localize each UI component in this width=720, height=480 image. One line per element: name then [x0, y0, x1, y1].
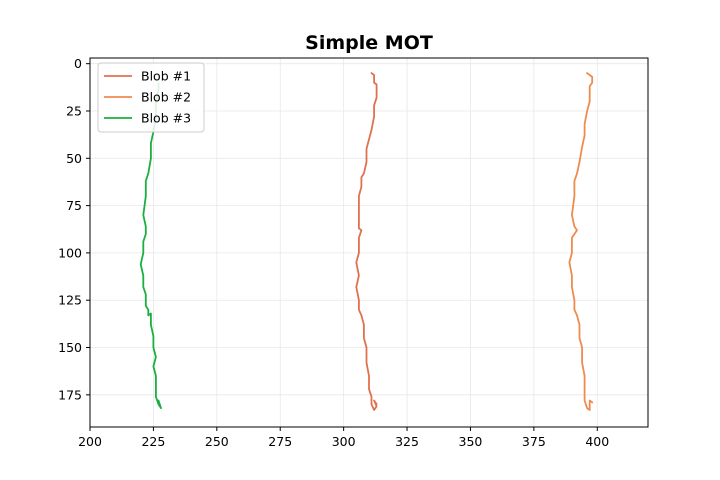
x-axis: 200 225 250 275 300 325 350 375 400 [78, 427, 609, 449]
y-tick-label: 150 [58, 340, 82, 355]
chart-title: Simple MOT [305, 32, 433, 54]
legend-label-3: Blob #3 [141, 111, 191, 126]
y-tick-label: 75 [66, 198, 82, 213]
y-tick-label: 25 [66, 103, 82, 118]
series-line-2 [568, 72, 594, 411]
y-tick-label: 125 [58, 293, 82, 308]
x-tick-label: 225 [141, 434, 165, 449]
y-tick-label: 175 [58, 387, 82, 402]
x-tick-label: 375 [522, 434, 546, 449]
x-tick-label: 300 [332, 434, 356, 449]
x-tick-label: 250 [205, 434, 229, 449]
x-tick-label: 275 [268, 434, 292, 449]
x-tick-label: 200 [78, 434, 102, 449]
legend-label-1: Blob #1 [141, 69, 191, 84]
y-tick-label: 0 [74, 56, 82, 71]
series-group [139, 72, 594, 411]
grid [89, 58, 648, 427]
x-tick-label: 400 [585, 434, 609, 449]
x-tick-label: 350 [459, 434, 483, 449]
legend-box [97, 62, 205, 133]
x-tick-label: 325 [395, 434, 419, 449]
legend-label-2: Blob #2 [141, 90, 191, 105]
y-tick-label: 50 [66, 151, 82, 166]
y-axis: 0 25 50 75 100 125 150 175 [58, 56, 90, 402]
plot-frame [89, 57, 649, 428]
legend: Blob #1 Blob #2 Blob #3 [97, 62, 205, 133]
series-line-3 [139, 81, 162, 409]
series-line-1 [355, 72, 378, 411]
y-tick-label: 100 [58, 245, 82, 260]
